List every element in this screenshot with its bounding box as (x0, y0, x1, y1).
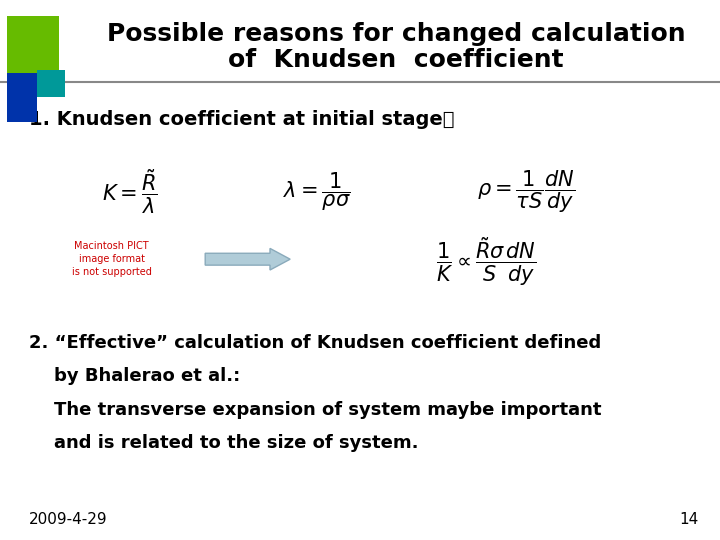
Text: and is related to the size of system.: and is related to the size of system. (29, 434, 418, 453)
Text: The transverse expansion of system maybe important: The transverse expansion of system maybe… (29, 401, 601, 419)
Text: by Bhalerao et al.:: by Bhalerao et al.: (29, 367, 240, 386)
Text: $K = \dfrac{\tilde{R}}{\lambda}$: $K = \dfrac{\tilde{R}}{\lambda}$ (102, 167, 158, 216)
Text: 2009-4-29: 2009-4-29 (29, 512, 107, 527)
Text: 2. “Effective” calculation of Knudsen coefficient defined: 2. “Effective” calculation of Knudsen co… (29, 334, 601, 352)
Text: 14: 14 (679, 512, 698, 527)
Text: $\lambda = \dfrac{1}{\rho\sigma}$: $\lambda = \dfrac{1}{\rho\sigma}$ (283, 171, 351, 213)
Text: Macintosh PICT
image format
is not supported: Macintosh PICT image format is not suppo… (72, 241, 151, 278)
Text: $\rho = \dfrac{1}{\tau S}\dfrac{dN}{dy}$: $\rho = \dfrac{1}{\tau S}\dfrac{dN}{dy}$ (477, 168, 575, 215)
Text: 1. Knudsen coefficient at initial stage：: 1. Knudsen coefficient at initial stage： (29, 110, 454, 130)
Text: of  Knudsen  coefficient: of Knudsen coefficient (228, 49, 564, 72)
Text: $\dfrac{1}{K} \propto \dfrac{\tilde{R}\sigma}{S}\dfrac{dN}{dy}$: $\dfrac{1}{K} \propto \dfrac{\tilde{R}\s… (436, 236, 536, 288)
FancyBboxPatch shape (7, 16, 59, 73)
Text: Possible reasons for changed calculation: Possible reasons for changed calculation (107, 22, 685, 46)
FancyBboxPatch shape (7, 73, 37, 122)
FancyArrow shape (205, 248, 290, 270)
FancyBboxPatch shape (37, 70, 65, 97)
